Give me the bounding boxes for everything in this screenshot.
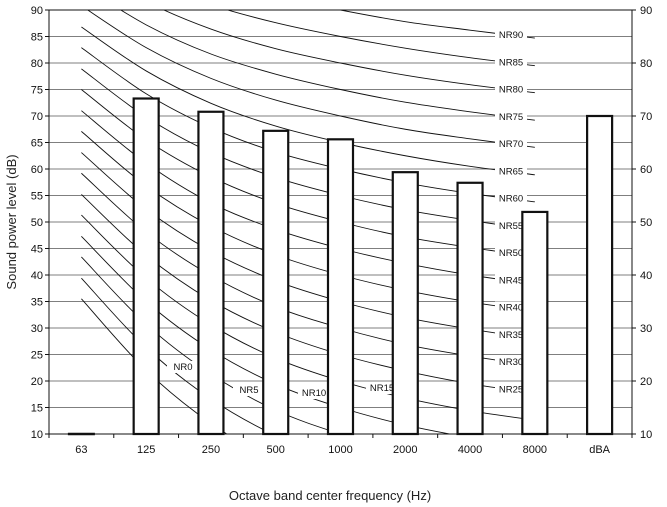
y-tick-label-left: 35 <box>31 297 43 309</box>
nr-label-nr15: NR15 <box>370 383 394 394</box>
bar-4000 <box>456 181 484 436</box>
y-tick-label-left: 55 <box>31 191 43 203</box>
bar-2000 <box>391 171 419 436</box>
nr-curve-nr75 <box>119 10 535 121</box>
x-tick-label: 125 <box>137 444 155 456</box>
y-tick-label-right: 80 <box>640 58 652 70</box>
nr-label-nr55: NR55 <box>499 221 523 232</box>
y-tick-label-right: 30 <box>640 323 652 335</box>
nr-label-bg <box>495 328 527 341</box>
y-tick-label-right: 60 <box>640 164 652 176</box>
y-tick-label-left: 25 <box>31 350 43 362</box>
y-tick-label-left: 15 <box>31 403 43 415</box>
y-tick-label-left: 85 <box>31 32 43 44</box>
nr-label-bg <box>298 387 330 399</box>
y-tick-label-left: 80 <box>31 58 43 70</box>
nr-label-nr25: NR25 <box>499 384 523 395</box>
x-tick-label: 250 <box>202 444 220 456</box>
nr-label-bg <box>495 165 527 178</box>
y-tick-label-right: 90 <box>640 5 652 17</box>
bar-500 <box>262 129 290 436</box>
nr-label-bg <box>495 110 527 123</box>
x-tick-label: 4000 <box>458 444 482 456</box>
nr-label-nr75: NR75 <box>499 112 523 123</box>
x-tick-label: 1000 <box>328 444 352 456</box>
nr-curve-nr90 <box>338 10 535 39</box>
nr-label-nr80: NR80 <box>499 85 523 96</box>
nr-label-nr50: NR50 <box>499 248 523 259</box>
bar-8000 <box>521 210 549 436</box>
nr-label-nr45: NR45 <box>499 275 523 286</box>
nr-label-nr70: NR70 <box>499 139 523 150</box>
x-tick-label: dBA <box>589 444 610 456</box>
nr-label-nr85: NR85 <box>499 58 523 69</box>
nr-label-bg <box>495 83 527 96</box>
y-tick-label-left: 70 <box>31 111 43 123</box>
nr-curve-nr70 <box>86 10 535 148</box>
x-tick-label: 500 <box>267 444 285 456</box>
tick-labels: 10 15 20 25 30 35 40 45 50 55 60 65 70 75 80 85 90 10 20 30… <box>31 5 653 456</box>
x-tick-label: 63 <box>75 444 87 456</box>
nr-label-nr65: NR65 <box>499 167 523 178</box>
nr-label-bg <box>495 355 527 368</box>
x-axis-title: Octave band center frequency (Hz) <box>229 488 431 503</box>
y-tick-label-right: 40 <box>640 270 652 282</box>
y-tick-label-right: 20 <box>640 376 652 388</box>
nr-label-nr10: NR10 <box>302 388 326 399</box>
nr-label-nr5: NR5 <box>239 385 258 396</box>
y-tick-label-left: 30 <box>31 323 43 335</box>
nr-label-bg <box>495 56 527 69</box>
nr-curve-nr80 <box>162 10 535 94</box>
plot-frame <box>45 9 636 438</box>
y-tick-label-left: 75 <box>31 85 43 97</box>
x-tick-label: 8000 <box>523 444 547 456</box>
bar-250 <box>197 110 225 436</box>
y-tick-label-left: 50 <box>31 217 43 229</box>
nr-label-bg <box>495 246 527 259</box>
nr-label-bg <box>167 361 199 373</box>
nr-label-bg <box>495 29 527 42</box>
nr-curve-nr85 <box>226 10 535 67</box>
y-tick-label-left: 20 <box>31 376 43 388</box>
y-tick-label-right: 70 <box>640 111 652 123</box>
nr-label-nr90: NR90 <box>499 30 523 41</box>
nr-label-bg <box>495 274 527 287</box>
y-tick-label-right: 50 <box>640 217 652 229</box>
nr-label-bg <box>495 383 527 396</box>
x-tick-label: 2000 <box>393 444 417 456</box>
y-tick-label-left: 60 <box>31 164 43 176</box>
y-axis-title: Sound power level (dB) <box>4 154 19 289</box>
nr-label-bg <box>366 382 398 394</box>
nr-label-bg <box>495 219 527 232</box>
nr-label-nr30: NR30 <box>499 357 523 368</box>
nr-curve-nr65 <box>81 26 535 176</box>
nr-label-nr60: NR60 <box>499 194 523 205</box>
y-tick-label-left: 45 <box>31 244 43 256</box>
nr-label-nr40: NR40 <box>499 302 523 313</box>
nr-label-nr0: NR0 <box>173 362 192 373</box>
y-tick-label-right: 10 <box>640 429 652 441</box>
y-tick-label-left: 90 <box>31 5 43 17</box>
bar-dba <box>586 114 614 436</box>
y-tick-label-left: 40 <box>31 270 43 282</box>
bars <box>67 97 614 436</box>
nr-label-bg <box>495 301 527 314</box>
y-tick-label-left: 65 <box>31 138 43 150</box>
nr-label-nr35: NR35 <box>499 330 523 341</box>
bar-125 <box>132 97 160 436</box>
bar-1000 <box>326 138 355 436</box>
nr-label-bg <box>495 192 527 205</box>
nr-label-bg <box>233 384 265 396</box>
nr-label-bg <box>495 137 527 150</box>
y-tick-label-left: 10 <box>31 429 43 441</box>
